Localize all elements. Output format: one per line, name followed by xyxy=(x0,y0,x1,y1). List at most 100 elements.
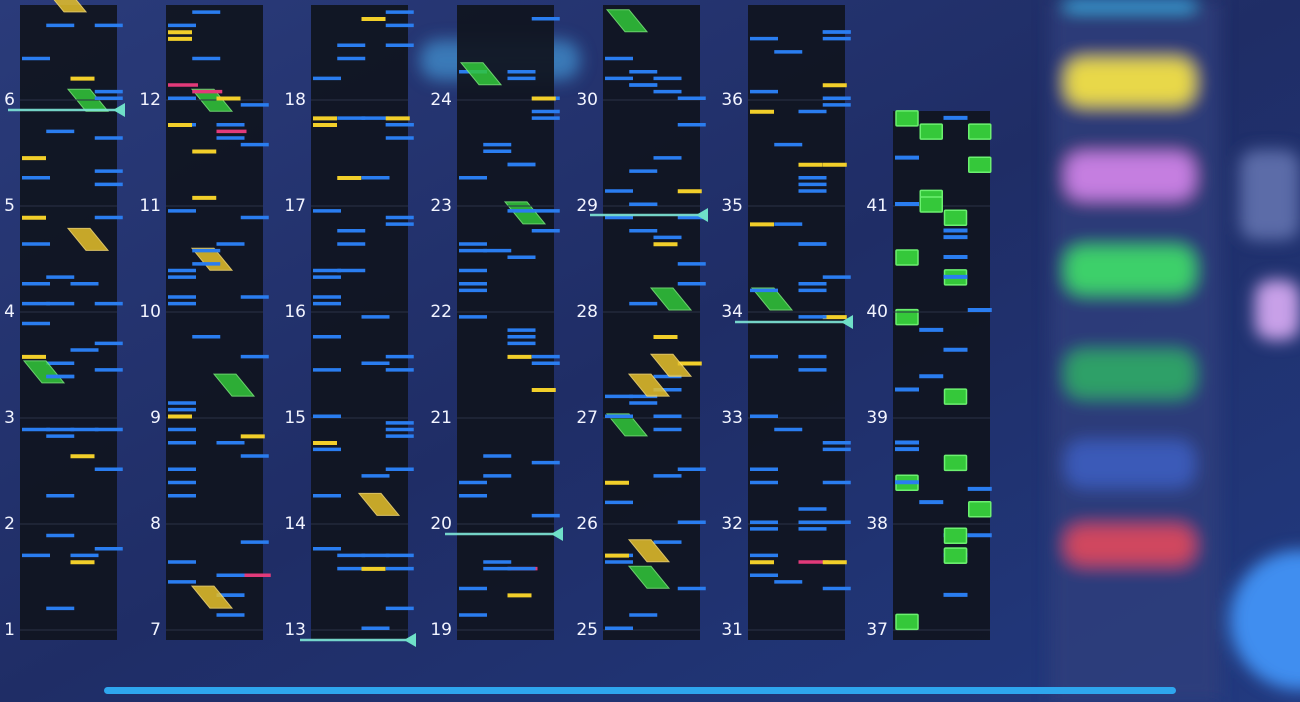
tap-note xyxy=(385,23,414,28)
tap-note xyxy=(337,268,366,273)
tap-note xyxy=(459,613,487,617)
pink-note xyxy=(192,89,223,94)
measure-number: 23 xyxy=(430,196,452,216)
tap-note xyxy=(46,361,75,365)
tap-note xyxy=(313,447,341,452)
tap-note xyxy=(385,215,414,220)
yellow-note xyxy=(70,454,95,459)
yellow-note xyxy=(798,162,823,167)
tap-note xyxy=(313,275,341,279)
tap-note xyxy=(337,566,366,571)
measure-number: 34 xyxy=(721,302,743,322)
measure-number: 38 xyxy=(866,514,888,534)
tap-note xyxy=(605,414,633,418)
hold-note xyxy=(943,454,968,472)
tap-note xyxy=(361,116,390,120)
yellow-note xyxy=(22,215,46,220)
tap-note xyxy=(483,142,512,147)
measure-number: 39 xyxy=(866,408,888,428)
tap-note xyxy=(385,10,414,14)
tap-note xyxy=(168,560,196,564)
pink-note xyxy=(216,129,247,134)
tap-note xyxy=(94,427,123,432)
tap-note xyxy=(46,374,75,379)
tap-note xyxy=(22,282,50,286)
yellow-note xyxy=(531,96,556,101)
tap-note xyxy=(629,202,658,206)
measure-number: 29 xyxy=(576,196,598,216)
tap-note xyxy=(22,242,50,246)
hold-note xyxy=(895,613,919,631)
measure-number: 13 xyxy=(284,620,306,640)
tap-note xyxy=(653,540,682,544)
tap-note xyxy=(629,83,658,87)
tap-note xyxy=(822,103,851,107)
tap-note xyxy=(361,553,390,558)
scroll-bar[interactable] xyxy=(104,687,1176,694)
tap-note xyxy=(22,553,50,558)
measure-number: 31 xyxy=(721,620,743,640)
tap-note xyxy=(385,123,414,127)
yellow-note xyxy=(605,553,629,558)
blurred-card xyxy=(1240,150,1300,240)
measure-number: 22 xyxy=(430,302,452,322)
tap-note xyxy=(337,242,366,246)
tap-note xyxy=(385,566,414,571)
measure-number: 25 xyxy=(576,620,598,640)
board: 1234567891011121314151617181920212223242… xyxy=(4,0,992,647)
measure-number: 2 xyxy=(4,514,15,534)
tap-note xyxy=(168,96,196,100)
yellow-note xyxy=(240,434,265,439)
tap-note xyxy=(531,354,560,359)
slide-note xyxy=(627,373,671,397)
tap-note xyxy=(798,182,827,187)
yellow-note xyxy=(822,315,847,320)
blurred-circle xyxy=(1230,550,1300,690)
yellow-note xyxy=(168,30,192,35)
tap-note xyxy=(337,116,366,120)
yellow-note xyxy=(822,162,847,167)
tap-note xyxy=(629,229,658,233)
tap-note xyxy=(168,580,196,584)
tap-note xyxy=(943,274,968,279)
slide-note xyxy=(212,373,256,397)
hold-note xyxy=(895,308,919,326)
tap-note xyxy=(774,427,803,432)
tap-note xyxy=(507,341,536,346)
measure-number: 40 xyxy=(866,302,888,322)
measure-number: 1 xyxy=(4,620,15,640)
tap-note xyxy=(70,348,99,352)
tap-note xyxy=(313,295,341,299)
tap-note xyxy=(192,56,221,61)
tap-note xyxy=(168,441,196,445)
tap-note xyxy=(385,421,414,425)
tap-note xyxy=(22,321,50,326)
tap-note xyxy=(677,96,706,100)
tap-note xyxy=(653,156,682,160)
tap-note xyxy=(94,547,123,551)
playhead-arrow xyxy=(404,633,416,647)
tap-note xyxy=(919,374,944,379)
tap-note xyxy=(361,315,390,319)
tap-note xyxy=(531,17,560,21)
tap-note xyxy=(653,89,682,94)
column-background xyxy=(311,5,408,640)
hold-note xyxy=(919,196,943,213)
tap-note xyxy=(798,354,827,359)
tap-note xyxy=(677,215,706,220)
measure-number: 20 xyxy=(430,514,452,534)
measure-number: 5 xyxy=(4,196,15,216)
hold-note xyxy=(895,110,919,127)
yellow-note xyxy=(677,189,702,194)
measure-number: 21 xyxy=(430,408,452,428)
tap-note xyxy=(46,606,75,611)
tap-note xyxy=(168,407,196,412)
yellow-note xyxy=(385,116,410,121)
slide-note xyxy=(627,539,671,563)
blurred-button xyxy=(1065,440,1195,488)
tap-note xyxy=(750,527,778,531)
hold-note xyxy=(968,123,992,140)
tap-note xyxy=(240,295,269,299)
tap-note xyxy=(168,467,196,471)
